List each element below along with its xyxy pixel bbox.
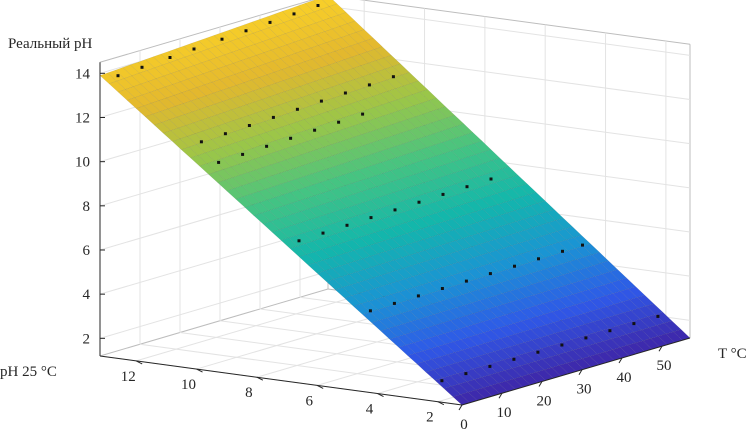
data-point-marker (268, 20, 272, 24)
surface-patch (473, 140, 492, 153)
data-point-marker (393, 208, 397, 212)
data-point-marker (192, 47, 196, 51)
data-point-marker (581, 243, 584, 247)
data-point-marker (297, 239, 301, 243)
data-point-marker (199, 140, 203, 144)
surface-patch (519, 183, 537, 195)
x-tick-label: 10 (497, 405, 512, 421)
y-tick-label: 8 (245, 385, 253, 401)
data-point-marker (489, 177, 493, 181)
data-point-marker (265, 144, 269, 148)
data-point-marker (369, 216, 373, 220)
surface-patch (365, 37, 383, 50)
surface-patch (322, 0, 338, 7)
data-point-marker (247, 124, 251, 127)
y-tick-label: 10 (181, 377, 196, 393)
y-tick-label: 6 (305, 393, 313, 409)
data-point-marker (488, 364, 492, 368)
data-point-marker (140, 65, 144, 69)
data-point-marker (536, 350, 540, 354)
x-tick-label: 40 (617, 370, 632, 386)
surface-patch (591, 252, 609, 264)
data-point-marker (391, 75, 395, 79)
data-point-marker (337, 120, 341, 124)
data-point-marker (440, 287, 444, 290)
data-point-marker (361, 112, 365, 116)
z-tick-label: 2 (83, 331, 91, 347)
axis-lines (99, 62, 691, 406)
data-point-marker (217, 160, 221, 164)
data-point-marker (168, 56, 172, 59)
data-point-marker (343, 91, 347, 95)
z-tick-label: 8 (83, 199, 91, 215)
data-point-marker (416, 294, 420, 298)
z-tick-label: 6 (83, 243, 91, 259)
surface-patch (491, 157, 510, 170)
x-tick-label: 0 (460, 417, 468, 433)
data-point-marker (313, 128, 317, 132)
data-point-marker (244, 29, 248, 33)
data-point-marker (241, 152, 245, 156)
data-point-marker (292, 12, 296, 16)
data-point-marker (632, 322, 636, 326)
data-point-marker (392, 301, 396, 305)
data-point-marker (345, 223, 349, 227)
data-point-marker (319, 99, 323, 103)
z-tick-label: 4 (83, 287, 91, 303)
data-point-marker (464, 372, 468, 376)
surface-patch (663, 320, 682, 332)
z-tick-label: 10 (75, 155, 90, 171)
tick-labels: 2 4 6 8 10 12 14 0 10 20 30 40 50 12 10 8 6 4 2 (75, 66, 672, 433)
y-axis-title: pH 25 °C (0, 364, 57, 380)
surface-patch (410, 80, 428, 93)
y-tick-label: 4 (366, 402, 374, 418)
z-tick-label: 14 (75, 66, 91, 82)
data-point-marker (656, 314, 660, 318)
z-axis-title: Реальный pH (8, 36, 92, 52)
surface-patch (464, 132, 483, 144)
data-point-marker (441, 192, 445, 196)
surface-mesh (99, 0, 691, 406)
data-point-marker (584, 336, 588, 340)
surface-patch (501, 166, 519, 178)
data-point-marker (440, 379, 444, 383)
data-point-marker (316, 4, 320, 7)
data-point-marker (116, 74, 120, 78)
data-markers (116, 4, 660, 383)
x-tick-label: 30 (577, 382, 592, 398)
data-point-marker (321, 231, 325, 235)
data-point-marker (513, 264, 516, 268)
x-tick-label: 20 (537, 393, 552, 409)
z-tick-label: 12 (75, 111, 90, 127)
y-tick-label: 12 (121, 369, 136, 385)
data-point-marker (512, 357, 516, 361)
data-point-marker (367, 83, 371, 87)
data-point-marker (464, 279, 468, 283)
surface-patch (455, 123, 474, 136)
y-tick-label: 2 (426, 410, 434, 426)
data-point-marker (417, 200, 421, 204)
data-point-marker (608, 329, 612, 333)
data-point-marker (289, 136, 293, 140)
data-point-marker (560, 343, 564, 347)
data-point-marker (465, 185, 469, 189)
x-tick-label: 50 (657, 358, 672, 374)
data-point-marker (220, 37, 224, 41)
data-point-marker (271, 115, 275, 119)
data-point-marker (368, 309, 372, 313)
surface-patch (645, 303, 664, 315)
data-point-marker (488, 272, 492, 276)
data-point-marker (223, 132, 227, 136)
data-point-marker (295, 107, 299, 111)
data-point-marker (537, 257, 540, 261)
x-axis-title: T °C (718, 346, 747, 362)
surface-patch (573, 235, 591, 247)
data-point-marker (561, 249, 564, 253)
